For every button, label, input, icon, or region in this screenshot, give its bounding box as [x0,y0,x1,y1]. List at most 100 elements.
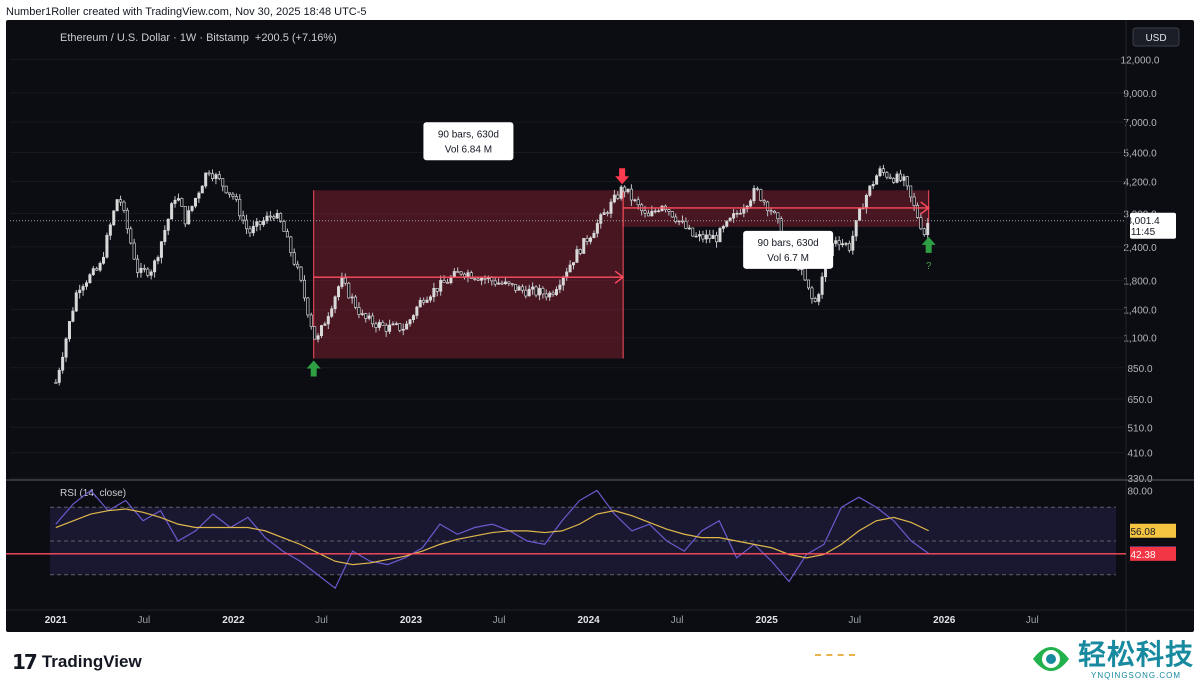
candle-body [217,174,221,179]
currency-box[interactable] [1132,27,1180,47]
candle-body [204,172,208,187]
candle-body [497,282,501,285]
candle-body [91,268,95,276]
candle-body [442,280,446,283]
candle-body [102,256,106,264]
candle-body [394,323,398,325]
candle-body [544,293,548,298]
candle-body [534,286,538,296]
candle-body [139,267,143,273]
time-tick-label: 2024 [577,615,600,626]
last-price-value: 3,001.4 [1126,216,1160,227]
candle-body [401,328,405,331]
candle-body [398,323,402,331]
candle-body [173,199,177,204]
price-tick-label: 12,000.0 [1121,55,1160,66]
candle-body [319,325,323,337]
candle-body [357,307,361,315]
candle-body [844,243,848,245]
candle-body [313,326,317,340]
candle-body [469,272,473,279]
chart-header: Ethereum / U.S. Dollar · 1W · Bitstamp +2… [60,32,337,44]
candle-body [834,240,838,244]
candle-body [762,200,766,203]
candle-body [193,197,197,207]
time-tick-label: Jul [138,615,151,626]
range-boxes [313,190,930,359]
candle-body [633,199,637,202]
price-tick-label: 510.0 [1127,423,1152,434]
candle-body [807,279,811,289]
candle-body [354,296,358,308]
rsi-tick-label: 80.00 [1127,486,1152,497]
candle-body [759,189,763,201]
candle-body [456,271,460,273]
candle-body [636,199,640,206]
currency-label: USD [1145,33,1166,44]
time-tick-label: 2022 [222,615,245,626]
candle-body [691,227,695,237]
candle-body [503,281,507,285]
time-tick-label: 2026 [933,615,956,626]
candle-body [517,286,521,291]
candle-body [595,223,599,234]
candle-body [183,206,187,225]
candle-body [323,323,327,326]
candle-body [735,213,739,215]
candle-body [309,314,313,327]
candle-body [810,287,814,299]
candle-body [755,188,759,190]
candle-body [337,286,341,298]
price-axis: 12,000.09,000.07,000.05,400.04,200.03,20… [10,20,1176,632]
candle-body [919,217,923,230]
candle-body [711,235,715,239]
candle-body [95,268,99,271]
candle-body [142,267,146,270]
candle-body [483,277,487,280]
candle-body [500,282,504,285]
candle-body [224,185,228,194]
candle-body [606,212,610,214]
candle-body [602,212,606,215]
candle-body [582,238,586,254]
candle-body [435,288,439,292]
candle-body [214,174,218,179]
candle-body [105,235,109,258]
price-tick-label: 1,800.0 [1123,276,1157,287]
candle-body [418,299,422,308]
watermark-en: YNQINGSONG.COM [1090,670,1181,680]
candle-body [864,195,868,209]
candle-body [445,282,449,284]
chart-frame[interactable]: 90 bars, 630d Vol 6.84 M 90 bars, 630d Vol … [6,20,1194,632]
candle-body [803,268,807,281]
tradingview-logo[interactable]: 17 TradingView [12,650,142,674]
range-arrow-head [920,201,930,215]
candle-body [176,198,180,201]
candle-body [698,234,702,237]
candle-body [422,299,426,303]
candle-body [554,289,558,295]
candle-body [306,297,310,316]
candle-body [197,192,201,199]
candle-body [541,288,545,295]
candle-body [871,184,875,187]
time-tick-label: 2023 [400,615,423,626]
candle-body [279,213,283,222]
candle-body [136,258,140,273]
time-tick-label: Jul [315,615,328,626]
price-tick-label: 1,100.0 [1123,334,1157,345]
candle-body [466,272,470,277]
candle-body [84,282,88,287]
time-tick-label: Jul [1026,615,1039,626]
candle-body [531,286,535,290]
candle-body [234,196,238,200]
rsi-line [55,489,930,590]
candle-body [565,271,569,278]
price-chart[interactable]: 90 bars, 630d Vol 6.84 M 90 bars, 630d Vol … [6,20,1194,632]
candle-body [657,210,661,213]
price-tick-label: 850.0 [1127,364,1152,375]
candle-body [841,243,845,246]
candle-body [463,273,467,277]
candle-body [367,315,371,319]
candle-body [851,235,855,251]
